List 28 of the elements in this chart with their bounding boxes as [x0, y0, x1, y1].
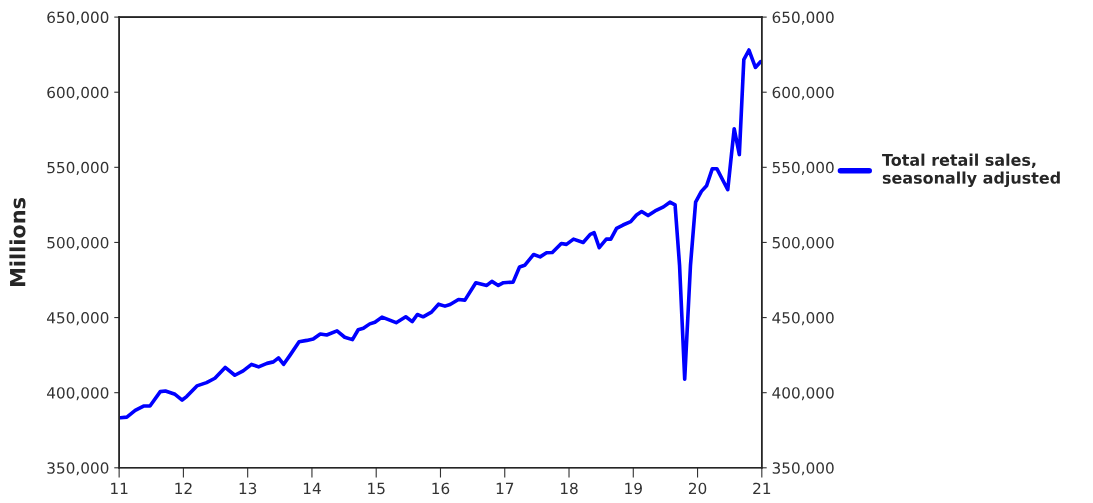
y2-tick-label: 350,000: [772, 462, 834, 476]
y2-tick-label: 500,000: [772, 236, 834, 251]
y-tick-label: 400,000: [46, 387, 109, 401]
y2-tick-label: 650,000: [772, 11, 834, 25]
x-tick-label: 12: [175, 482, 192, 494]
x-tick-label: 13: [239, 482, 257, 495]
y-axis-title: Millions: [9, 198, 26, 286]
x-tick-label: 14: [303, 482, 321, 494]
y2-tick-label: 400,000: [772, 387, 834, 401]
y-tick-label: 500,000: [47, 236, 109, 251]
y-tick-label: 550,000: [47, 161, 109, 175]
y2-tick-label: 600,000: [772, 86, 834, 100]
x-tick-label: 16: [432, 482, 450, 495]
x-tick-label: 19: [625, 482, 642, 495]
x-tick-label: 11: [111, 482, 128, 494]
x-tick-label: 18: [560, 482, 578, 495]
line-series: [119, 48, 762, 420]
y-tick-label: 450,000: [46, 312, 109, 326]
legend-label: Total retail sales, seasonally adjusted: [882, 153, 1060, 188]
x-tick-label: 15: [368, 482, 385, 495]
x-tick-label: 21: [753, 482, 771, 494]
y2-tick-label: 450,000: [772, 312, 834, 326]
y-tick-label: 650,000: [47, 11, 109, 25]
y2-tick-label: 550,000: [772, 161, 834, 175]
x-tick-label: 17: [496, 482, 514, 494]
y-tick-label: 600,000: [47, 86, 109, 100]
y-tick-label: 350,000: [47, 462, 109, 476]
x-tick-label: 20: [688, 482, 707, 495]
